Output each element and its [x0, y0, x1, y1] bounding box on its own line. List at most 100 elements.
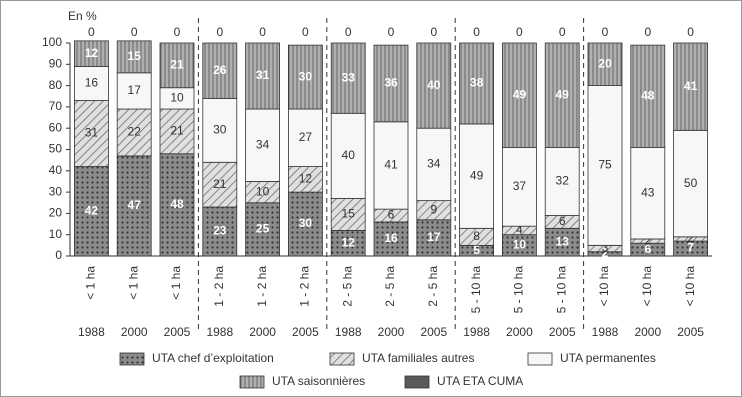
value-label: 27: [299, 130, 313, 144]
value-label: 25: [256, 222, 270, 236]
value-label: 34: [256, 137, 270, 151]
value-label: 0: [473, 25, 480, 39]
bar-segment: [159, 42, 195, 89]
x-year-label: 1988: [592, 325, 619, 339]
bar-segment: [544, 146, 580, 216]
value-label: 10: [170, 91, 184, 105]
value-label: 6: [388, 208, 395, 222]
legend-swatch: [239, 375, 265, 389]
y-tick-label: 80: [49, 78, 63, 92]
legend-label: UTA chef d’exploitation: [152, 351, 274, 365]
bar-segment: [587, 85, 623, 246]
value-label: 21: [170, 124, 184, 138]
x-year-label: 2005: [677, 325, 704, 339]
legend-swatch: [404, 375, 430, 389]
value-label: 48: [641, 88, 655, 102]
value-label: 0: [131, 25, 138, 39]
bar-segment: [202, 97, 238, 163]
x-tick-label: < 1 ha: [84, 266, 98, 300]
legend-swatch: [329, 352, 355, 366]
value-label: 0: [302, 25, 309, 39]
value-label: 23: [213, 224, 227, 238]
x-tick-label: < 10 ha: [640, 266, 654, 307]
bar-segment: [673, 42, 708, 131]
x-tick-label: 2 - 5 ha: [340, 266, 354, 307]
bar-segment: [116, 40, 152, 74]
value-label: 0: [559, 25, 566, 39]
bar-segment: [373, 121, 409, 210]
value-label: 47: [128, 198, 142, 212]
value-label: 20: [598, 56, 612, 70]
value-label: 6: [644, 242, 651, 256]
bar-segment: [245, 202, 281, 257]
x-tick-label: 2 - 5 ha: [426, 266, 440, 307]
bar-segment: [459, 42, 495, 125]
value-label: 49: [513, 87, 527, 101]
value-label: 41: [384, 158, 398, 172]
y-tick-label: 10: [49, 227, 63, 241]
bar-segment: [416, 42, 452, 129]
x-tick-label: 1 - 2 ha: [255, 266, 269, 307]
value-label: 17: [128, 83, 142, 97]
bar-segment: [330, 112, 366, 199]
x-year-label: 1988: [206, 325, 233, 339]
value-label: 3: [602, 241, 609, 255]
value-label: 31: [85, 126, 99, 140]
x-tick-label: 5 - 10 ha: [469, 266, 483, 314]
x-year-label: 1988: [78, 325, 105, 339]
value-label: 7: [687, 241, 694, 255]
bar-segment: [202, 206, 238, 257]
bar-segment: [202, 42, 238, 99]
value-label: 33: [342, 70, 356, 84]
bar-segment: [544, 227, 580, 257]
value-label: 6: [559, 214, 566, 228]
legend-swatch: [119, 352, 145, 366]
bar-segment: [287, 44, 323, 110]
bar-segment: [116, 72, 152, 110]
value-label: 30: [299, 69, 313, 83]
value-label: 2: [644, 233, 651, 247]
y-tick-label: 60: [49, 120, 63, 134]
bar-segment: [330, 198, 366, 231]
legend-label: UTA permanentes: [560, 351, 656, 365]
value-label: 16: [85, 76, 99, 90]
bar-segment: [159, 153, 195, 257]
value-label: 50: [684, 176, 698, 190]
value-label: 48: [170, 197, 184, 211]
bar-segment: [673, 129, 708, 238]
bar-segment: [74, 66, 109, 101]
y-tick-label: 0: [55, 248, 62, 262]
value-label: 75: [598, 158, 612, 172]
y-tick-label: 30: [49, 184, 63, 198]
x-tick-label: 1 - 2 ha: [212, 266, 226, 307]
x-year-label: 1988: [335, 325, 362, 339]
value-label: 41: [684, 79, 698, 93]
bar-segment: [373, 221, 409, 257]
value-label: 0: [430, 25, 437, 39]
bar-segment: [501, 42, 537, 148]
value-label: 12: [342, 235, 356, 249]
value-label: 16: [384, 231, 398, 245]
value-label: 15: [342, 207, 356, 221]
x-year-label: 2000: [121, 325, 148, 339]
x-year-label: 1988: [463, 325, 490, 339]
x-year-label: 2000: [634, 325, 661, 339]
bar-segment: [330, 42, 366, 114]
value-label: 26: [213, 63, 227, 77]
y-tick-label: 20: [49, 206, 63, 220]
x-tick-label: < 1 ha: [169, 266, 183, 300]
x-tick-label: 1 - 2 ha: [298, 266, 312, 307]
value-label: 0: [174, 25, 181, 39]
value-label: 10: [256, 184, 270, 198]
value-label: 10: [513, 238, 527, 252]
bar-segment: [416, 219, 452, 257]
legend-swatch: [527, 352, 553, 366]
bar-segment: [74, 166, 109, 257]
value-label: 40: [427, 78, 441, 92]
value-label: 22: [128, 125, 142, 139]
value-label: 17: [427, 230, 441, 244]
x-tick-label: 2 - 5 ha: [383, 266, 397, 307]
y-tick-label: 100: [42, 35, 62, 49]
